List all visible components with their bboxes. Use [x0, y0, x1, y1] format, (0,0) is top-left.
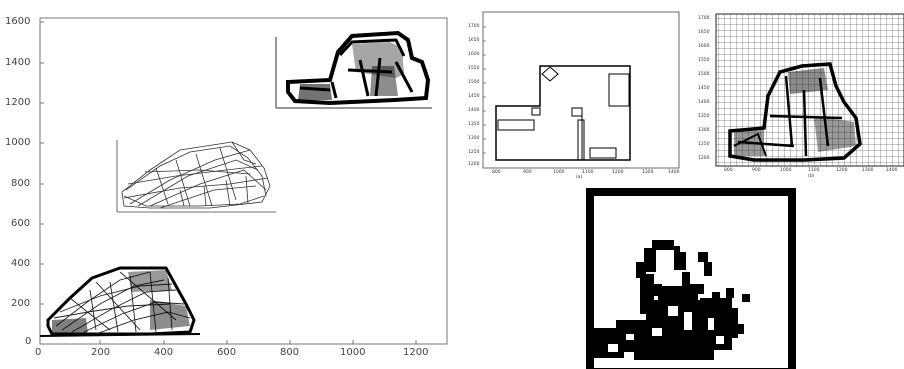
gridmap-y-label: 1450	[698, 86, 710, 91]
floorplan-ticks	[483, 26, 486, 154]
gridmap-plot: 1700 1650 1600 1550 1500 1450 1400 1350 …	[694, 6, 904, 182]
gridmap-x-label: 1100	[808, 168, 820, 173]
gridmap-y-label: 1500	[698, 72, 710, 77]
y-tick-label: 200	[11, 298, 31, 309]
gridmap-x-label: 800	[724, 168, 733, 173]
floorplan-plot: 1700 1650 1600 1550 1500 1450 1400 1350 …	[468, 8, 682, 180]
gridmap-x-label: 1400	[886, 168, 898, 173]
gridmap-y-label: 1600	[698, 44, 710, 49]
gridmap-dense-region	[788, 68, 828, 94]
floorplan-x-label: 1400	[668, 170, 680, 175]
gridmap-y-label: 1350	[698, 114, 710, 119]
floorplan-y-label: 1350	[468, 122, 480, 127]
occupancy-map	[586, 188, 796, 369]
floorplan-y-label: 1200	[468, 162, 480, 167]
floorplan-x-label: 1000	[553, 170, 565, 175]
gridmap-y-label: 1700	[698, 16, 710, 21]
floorplan-y-label: 1650	[468, 38, 480, 43]
floorplan-x-label: 1200	[612, 170, 624, 175]
y-tick-label: 0	[25, 336, 32, 347]
floorplan-y-label: 1400	[468, 108, 480, 113]
gridmap-x-label: 900	[752, 168, 761, 173]
floorplan-x-label: 800	[492, 170, 501, 175]
gridmap-y-label: 1650	[698, 30, 710, 35]
gridmap-x-label: 1300	[862, 168, 874, 173]
scan-bottom-left	[39, 266, 201, 337]
floorplan-caption: (a)	[576, 175, 583, 180]
gridmap-dense-region	[814, 116, 856, 152]
gridmap-y-label: 1300	[698, 128, 710, 133]
gridmap-shape	[728, 62, 862, 162]
floorplan-y-label: 1600	[468, 52, 480, 57]
y-tick-label: 400	[11, 258, 31, 269]
scan-middle	[116, 140, 276, 213]
floorplan-frame	[482, 11, 680, 169]
x-tick-label: 200	[91, 347, 111, 358]
gridmap-svg	[715, 13, 904, 167]
y-tick-label: 1600	[5, 16, 31, 27]
gridmap-x-label: 1200	[836, 168, 848, 173]
occupancy-map-border	[586, 188, 796, 369]
free-cells	[608, 250, 724, 352]
gridmap-caption: (b)	[808, 174, 815, 179]
floorplan-y-label: 1500	[468, 80, 480, 85]
floorplan-x-label: 900	[523, 170, 532, 175]
gridmap-y-label: 1250	[698, 142, 710, 147]
floorplan-svg	[482, 11, 680, 169]
floorplan-y-label: 1550	[468, 66, 480, 71]
scan-top-right	[275, 30, 432, 109]
gridmap-y-label: 1200	[698, 156, 710, 161]
x-tick-label: 0	[35, 347, 42, 358]
x-tick-label: 400	[154, 347, 174, 358]
x-tick-marks	[99, 340, 417, 344]
x-tick-label: 600	[217, 347, 237, 358]
x-tick-label: 800	[280, 347, 300, 358]
y-tick-label: 1200	[5, 97, 31, 108]
floorplan-x-label: 1300	[642, 170, 654, 175]
gridmap-y-label: 1400	[698, 100, 710, 105]
y-tick-label: 800	[11, 178, 31, 189]
plot-frame	[39, 17, 448, 345]
occupancy-map-svg	[586, 188, 796, 369]
point-cloud-plot-svg	[39, 17, 448, 345]
x-tick-label: 1200	[403, 347, 429, 358]
floorplan-y-label: 1450	[468, 94, 480, 99]
floorplan-y-label: 1250	[468, 150, 480, 155]
floorplan-y-label: 1700	[468, 24, 480, 29]
gridmap-dense-region	[734, 130, 764, 156]
y-tick-label: 600	[11, 218, 31, 229]
floorplan-walls	[495, 65, 631, 161]
y-tick-label: 1000	[5, 137, 31, 148]
gridmap-x-label: 1000	[780, 168, 792, 173]
gridmap-grid	[715, 13, 904, 167]
y-tick-marks	[40, 21, 44, 305]
floorplan-y-label: 1300	[468, 136, 480, 141]
gridmap-y-label: 1550	[698, 58, 710, 63]
floorplan-x-label: 1100	[582, 170, 594, 175]
x-tick-label: 1000	[340, 347, 366, 358]
point-cloud-plot: 1600 1400 1200 1000 800 600 400 200 0 0 …	[5, 16, 448, 358]
y-tick-label: 1400	[5, 57, 31, 68]
